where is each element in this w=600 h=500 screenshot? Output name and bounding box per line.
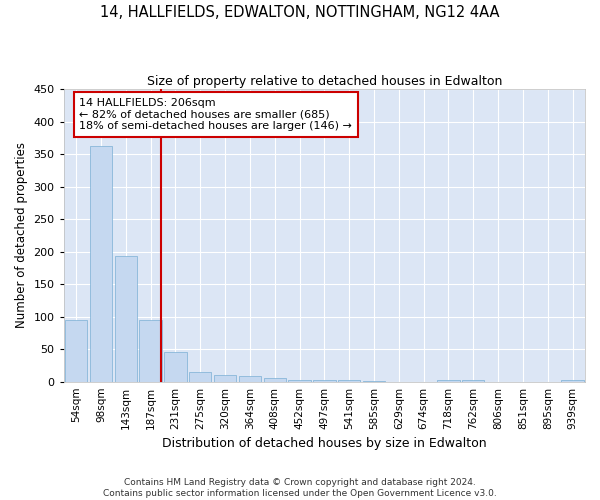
Bar [164, 352, 187, 382]
Bar [139, 320, 162, 382]
Text: 14 HALLFIELDS: 206sqm
← 82% of detached houses are smaller (685)
18% of semi-det: 14 HALLFIELDS: 206sqm ← 82% of detached … [79, 98, 352, 131]
Bar [214, 375, 236, 382]
Bar [239, 376, 261, 382]
Bar [462, 380, 484, 382]
Bar [562, 380, 584, 382]
Bar [65, 320, 87, 382]
Bar [90, 146, 112, 382]
Bar [363, 381, 385, 382]
Bar [338, 380, 361, 382]
Bar [263, 378, 286, 382]
Bar [313, 380, 335, 382]
Bar [189, 372, 211, 382]
Text: Contains HM Land Registry data © Crown copyright and database right 2024.
Contai: Contains HM Land Registry data © Crown c… [103, 478, 497, 498]
Text: 14, HALLFIELDS, EDWALTON, NOTTINGHAM, NG12 4AA: 14, HALLFIELDS, EDWALTON, NOTTINGHAM, NG… [100, 5, 500, 20]
Bar [289, 380, 311, 382]
Title: Size of property relative to detached houses in Edwalton: Size of property relative to detached ho… [146, 75, 502, 88]
Y-axis label: Number of detached properties: Number of detached properties [15, 142, 28, 328]
Bar [437, 380, 460, 382]
X-axis label: Distribution of detached houses by size in Edwalton: Distribution of detached houses by size … [162, 437, 487, 450]
Bar [115, 256, 137, 382]
